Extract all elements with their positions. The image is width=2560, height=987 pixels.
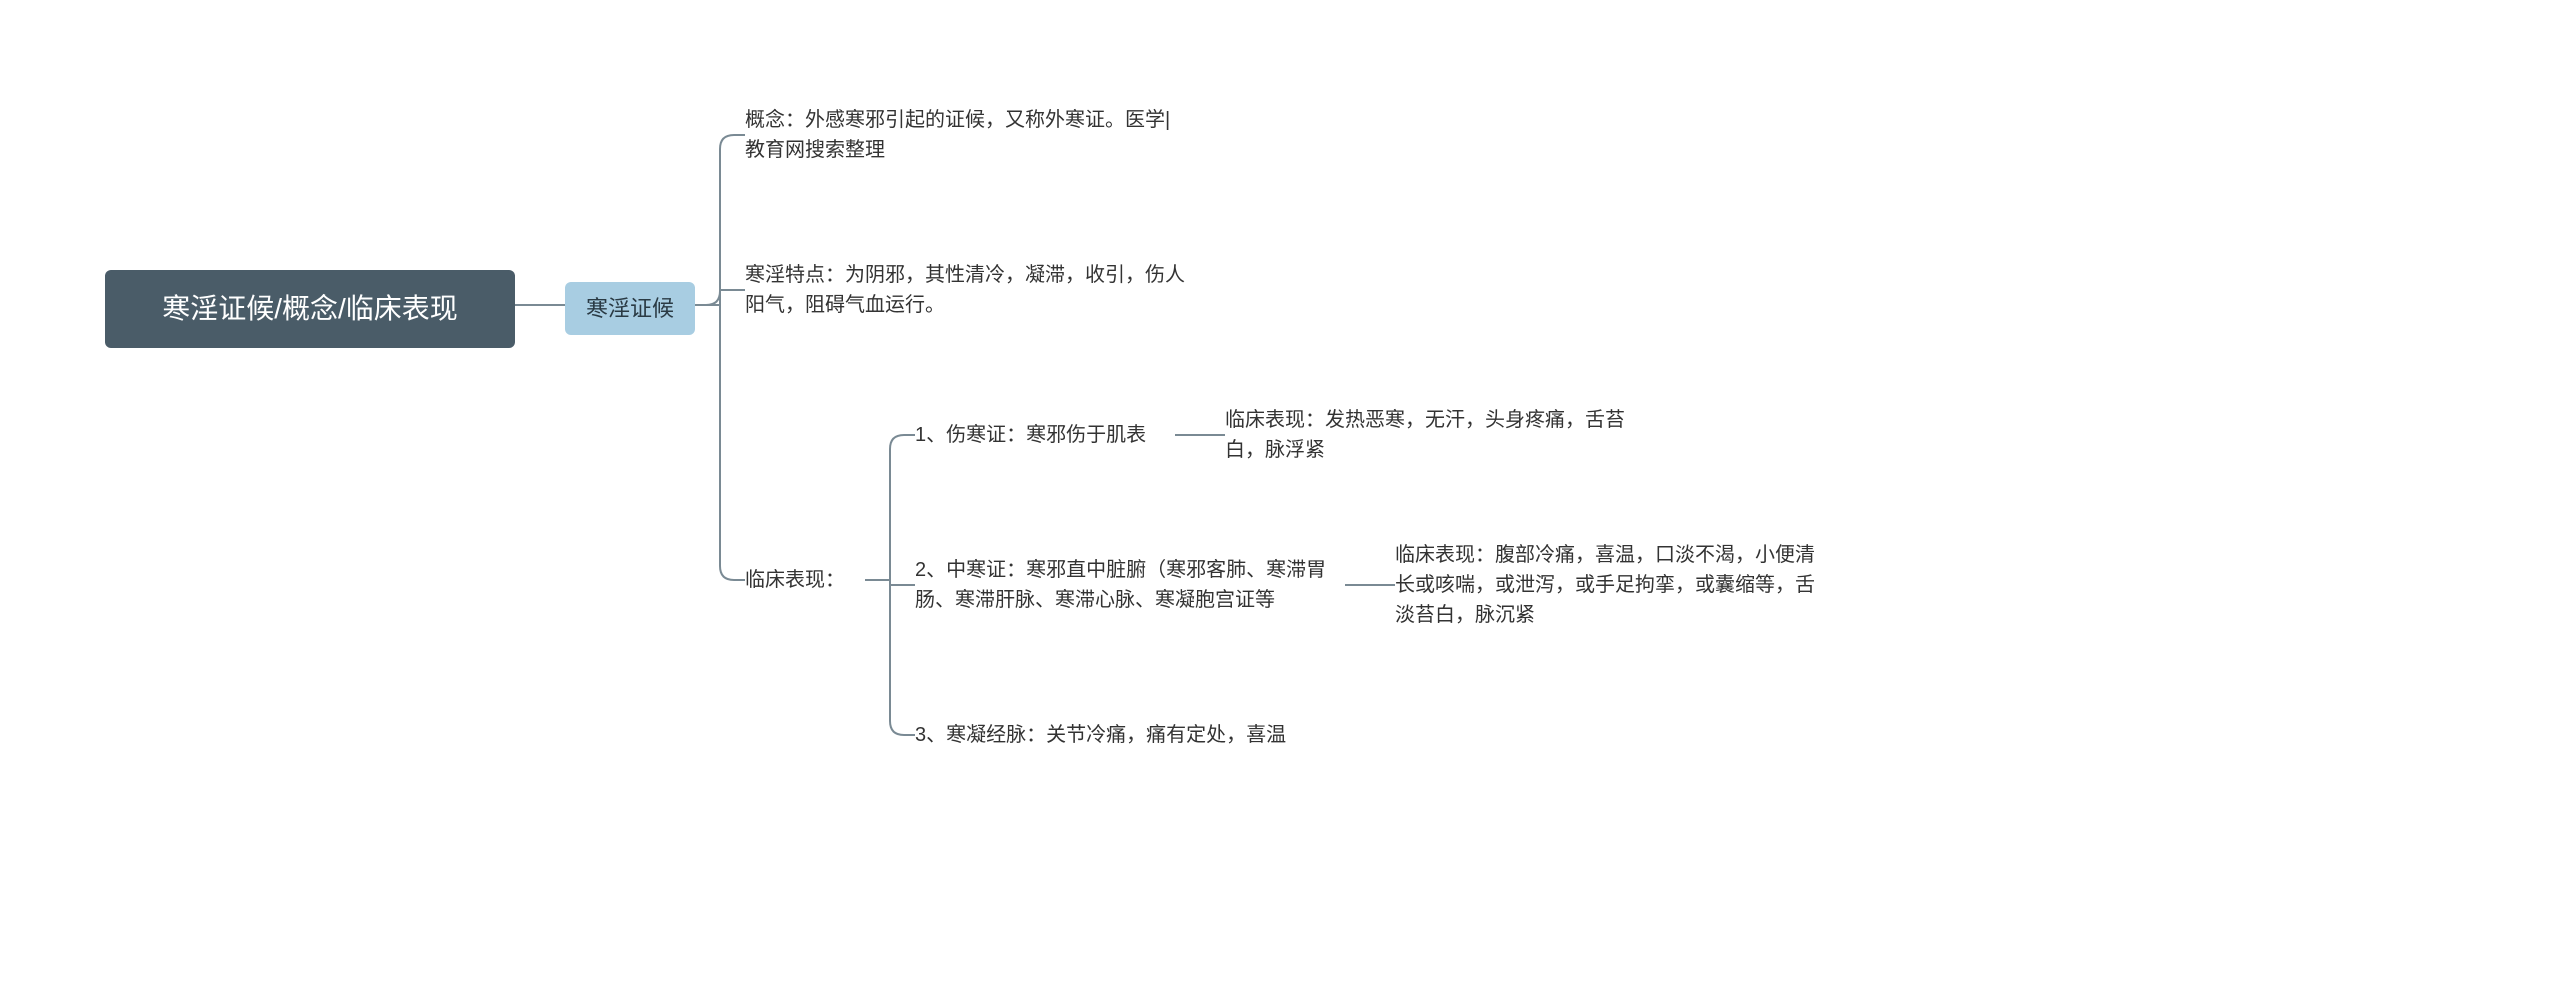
clinical-item-3: 3、寒凝经脉：关节冷痛，痛有定处，喜温 (915, 720, 1315, 750)
clinical-item-1-text: 1、伤寒证：寒邪伤于肌表 (915, 420, 1146, 450)
root-label: 寒淫证候/概念/临床表现 (162, 288, 458, 330)
clinical-item-2-detail-text: 临床表现：腹部冷痛，喜温，口淡不渴，小便清长或咳喘，或泄泻，或手足拘挛，或囊缩等… (1395, 540, 1825, 630)
clinical-item-2-detail: 临床表现：腹部冷痛，喜温，口淡不渴，小便清长或咳喘，或泄泻，或手足拘挛，或囊缩等… (1395, 540, 1825, 630)
clinical-item-2-text: 2、中寒证：寒邪直中脏腑（寒邪客肺、寒滞胃肠、寒滞肝脉、寒滞心脉、寒凝胞宫证等 (915, 555, 1345, 615)
concept-node: 概念：外感寒邪引起的证候，又称外寒证。医学|教育网搜索整理 (745, 105, 1175, 165)
clinical-item-1-detail: 临床表现：发热恶寒，无汗，头身疼痛，舌苔白，脉浮紧 (1225, 405, 1625, 465)
clinical-item-1-detail-text: 临床表现：发热恶寒，无汗，头身疼痛，舌苔白，脉浮紧 (1225, 405, 1625, 465)
features-text: 寒淫特点：为阴邪，其性清冷，凝滞，收引，伤人阳气，阻碍气血运行。 (745, 260, 1185, 320)
clinical-item-3-text: 3、寒凝经脉：关节冷痛，痛有定处，喜温 (915, 720, 1286, 750)
root-node: 寒淫证候/概念/临床表现 (105, 270, 515, 348)
clinical-label-text: 临床表现： (745, 565, 845, 595)
features-node: 寒淫特点：为阴邪，其性清冷，凝滞，收引，伤人阳气，阻碍气血运行。 (745, 260, 1185, 320)
clinical-item-2: 2、中寒证：寒邪直中脏腑（寒邪客肺、寒滞胃肠、寒滞肝脉、寒滞心脉、寒凝胞宫证等 (915, 555, 1345, 615)
connector-layer (0, 0, 2560, 987)
level1-label: 寒淫证候 (586, 292, 674, 325)
concept-text: 概念：外感寒邪引起的证候，又称外寒证。医学|教育网搜索整理 (745, 105, 1175, 165)
clinical-label-node: 临床表现： (745, 565, 865, 595)
level1-node: 寒淫证候 (565, 282, 695, 335)
clinical-item-1: 1、伤寒证：寒邪伤于肌表 (915, 420, 1175, 450)
